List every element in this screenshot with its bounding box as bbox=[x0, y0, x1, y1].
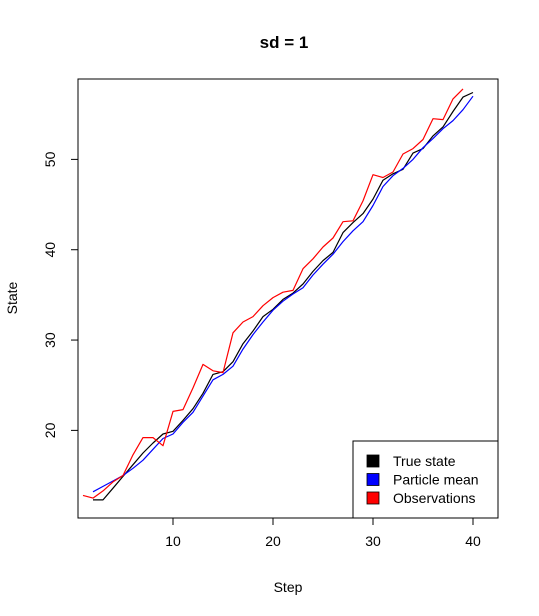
plot-lines bbox=[82, 88, 474, 501]
legend-label-1: True state bbox=[393, 453, 456, 469]
y-tick-label: 20 bbox=[42, 422, 58, 438]
y-axis-label: State bbox=[4, 281, 20, 314]
y-tick-label: 50 bbox=[42, 151, 58, 167]
legend-label-2: Particle mean bbox=[393, 472, 479, 488]
legend-swatch-2 bbox=[366, 473, 380, 486]
plot-frame bbox=[77, 78, 499, 519]
x-tick-label: 20 bbox=[265, 533, 281, 549]
legend: True state Particle mean Observations bbox=[352, 440, 499, 519]
legend-swatch-1 bbox=[366, 454, 380, 468]
x-tick-label: 40 bbox=[465, 533, 481, 549]
x-tick-label: 10 bbox=[165, 533, 181, 549]
x-tick-label: 30 bbox=[365, 533, 381, 549]
y-tick-label: 30 bbox=[42, 332, 58, 348]
x-axis-label: Step bbox=[274, 579, 303, 595]
y-axis: 20 30 40 50 bbox=[42, 151, 78, 438]
legend-label-3: Observations bbox=[393, 490, 475, 506]
y-tick-label: 40 bbox=[42, 242, 58, 258]
x-axis: 10 20 30 40 bbox=[165, 518, 481, 549]
chart-title: sd = 1 bbox=[260, 33, 309, 52]
series-line-2 bbox=[92, 95, 474, 493]
series-line-1 bbox=[93, 91, 474, 501]
legend-swatch-3 bbox=[366, 491, 380, 505]
series-line-3 bbox=[82, 88, 464, 499]
